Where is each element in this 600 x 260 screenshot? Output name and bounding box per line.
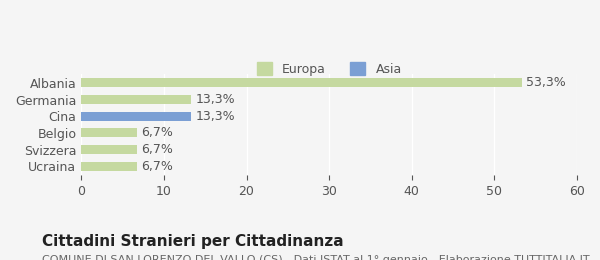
Text: COMUNE DI SAN LORENZO DEL VALLO (CS) - Dati ISTAT al 1° gennaio - Elaborazione T: COMUNE DI SAN LORENZO DEL VALLO (CS) - D… bbox=[42, 255, 590, 260]
Bar bbox=[81, 128, 137, 138]
Bar bbox=[81, 95, 191, 104]
Text: 53,3%: 53,3% bbox=[526, 76, 566, 89]
Text: 13,3%: 13,3% bbox=[195, 110, 235, 123]
Bar bbox=[81, 112, 191, 121]
Bar bbox=[81, 78, 521, 87]
Text: Cittadini Stranieri per Cittadinanza: Cittadini Stranieri per Cittadinanza bbox=[42, 234, 344, 249]
Text: 13,3%: 13,3% bbox=[195, 93, 235, 106]
Legend: Europa, Asia: Europa, Asia bbox=[251, 57, 407, 81]
Text: 6,7%: 6,7% bbox=[141, 126, 173, 139]
Bar bbox=[81, 162, 137, 171]
Text: 6,7%: 6,7% bbox=[141, 143, 173, 156]
Text: 6,7%: 6,7% bbox=[141, 160, 173, 173]
Bar bbox=[81, 145, 137, 154]
